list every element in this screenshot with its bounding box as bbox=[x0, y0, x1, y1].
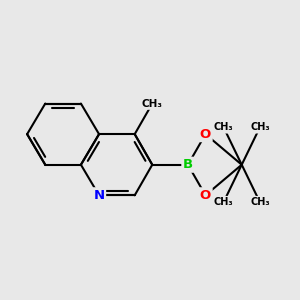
Text: O: O bbox=[200, 128, 211, 141]
Text: N: N bbox=[94, 189, 105, 202]
Text: O: O bbox=[200, 189, 211, 202]
Text: B: B bbox=[183, 158, 193, 171]
Text: CH₃: CH₃ bbox=[214, 197, 233, 207]
Text: CH₃: CH₃ bbox=[250, 122, 270, 132]
Text: CH₃: CH₃ bbox=[250, 197, 270, 207]
Text: CH₃: CH₃ bbox=[142, 99, 163, 109]
Text: CH₃: CH₃ bbox=[214, 122, 233, 132]
